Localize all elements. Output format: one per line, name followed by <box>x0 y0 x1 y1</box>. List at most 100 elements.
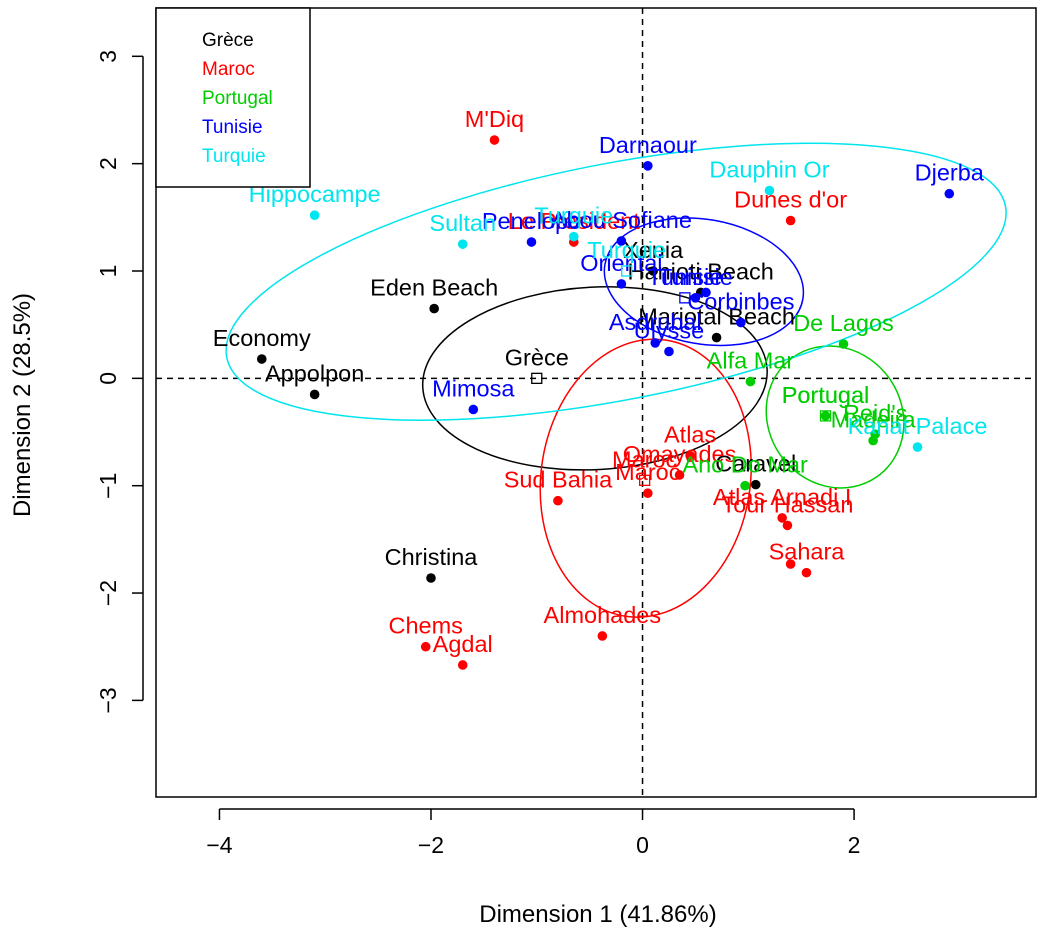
data-point <box>868 435 878 446</box>
category-centroid-marker <box>679 292 691 304</box>
point-label: Xenia <box>623 237 684 263</box>
point-label: Reid's <box>843 400 908 426</box>
x-tick-label: −2 <box>418 832 444 858</box>
data-point <box>750 479 761 490</box>
data-point <box>838 339 849 349</box>
point-label: Sud Bahia <box>504 467 613 493</box>
y-tick-label: −1 <box>95 473 121 499</box>
data-point <box>616 279 627 289</box>
point-label: Mariotal Beach <box>638 304 795 330</box>
point-label: Darnaour <box>599 132 697 158</box>
confidence-ellipse-4 <box>225 142 1007 421</box>
legend-entry: Tunisie <box>202 117 263 138</box>
point-label: Portugal <box>782 382 870 408</box>
data-point <box>736 317 746 328</box>
category-centroid-label: Turquie <box>587 237 666 263</box>
data-point <box>690 293 701 303</box>
point-label: Hanioti Beach <box>628 258 774 284</box>
data-point <box>309 210 320 220</box>
point-label: Turquie <box>534 203 613 229</box>
point-label: Caravel <box>715 451 796 477</box>
data-point <box>420 641 431 652</box>
point-label: Tour Hassan <box>721 491 853 517</box>
point-label: Atlas Arnadi I <box>713 484 851 510</box>
y-tick-label: −2 <box>95 580 121 606</box>
y-tick-label: −3 <box>95 687 121 713</box>
point-label: Ulysse <box>634 318 705 344</box>
data-point <box>429 303 439 314</box>
category-centroid-marker <box>639 474 651 486</box>
data-point <box>648 266 658 276</box>
point-label: Almohades <box>544 602 662 628</box>
point-label: Le Président <box>508 208 640 234</box>
data-point <box>785 559 796 569</box>
confidence-ellipse-1 <box>539 338 752 618</box>
data-point <box>674 470 685 480</box>
data-point <box>740 480 750 491</box>
point-label: Penelope <box>482 208 581 234</box>
legend: Grèce Maroc Portugal Tunisie Turquie <box>155 7 311 188</box>
point-label: Atlas <box>664 422 716 448</box>
data-point <box>801 567 812 578</box>
data-point <box>701 287 711 298</box>
data-point <box>457 660 468 670</box>
category-centroid-marker <box>621 265 633 277</box>
x-tick-label: 0 <box>636 832 649 858</box>
data-point <box>745 376 756 387</box>
data-point <box>764 185 775 196</box>
data-point <box>309 389 320 400</box>
category-centroid-marker <box>819 410 832 422</box>
data-point <box>685 450 695 461</box>
confidence-ellipse-0 <box>421 286 768 471</box>
plot-frame <box>155 7 1037 798</box>
y-tick-label: 2 <box>95 157 121 170</box>
data-point <box>777 513 787 523</box>
point-label: Madeira <box>831 407 917 433</box>
legend-entry: Turquie <box>202 146 266 167</box>
data-point <box>489 135 500 145</box>
data-point <box>820 411 831 421</box>
data-point <box>526 237 537 247</box>
data-point <box>426 573 436 583</box>
x-tick-label: 2 <box>848 832 861 858</box>
data-point <box>643 161 653 171</box>
data-point <box>597 631 608 641</box>
point-label: Alfa Mar <box>707 348 795 374</box>
point-label: Omayades <box>623 441 737 467</box>
y-tick-label: 0 <box>95 372 121 385</box>
legend-box <box>155 7 311 188</box>
data-point <box>650 338 661 348</box>
point-label: Economy <box>213 325 311 351</box>
legend-entry: Grèce <box>202 30 254 51</box>
point-label: Abou Sofiane <box>551 207 692 233</box>
point-label: Asdrubal <box>609 309 702 335</box>
point-label: Mimosa <box>432 375 515 401</box>
y-axis-title: Dimension 2 (28.5%) <box>9 293 36 517</box>
data-point <box>457 239 468 249</box>
x-axis-title: Dimension 1 (41.86%) <box>479 901 716 928</box>
confidence-ellipse-3 <box>603 217 805 347</box>
data-point <box>643 488 653 499</box>
data-point <box>553 495 563 506</box>
point-label: Ano Do Mar <box>682 452 808 478</box>
data-point <box>664 346 674 357</box>
axes: −4 −2 0 2 −3 −2 −1 0 1 2 3 <box>95 50 860 858</box>
data-point <box>568 231 579 242</box>
point-label: Chems <box>388 613 462 639</box>
point-label: Djerba <box>915 160 985 186</box>
point-label: Eden Beach <box>370 275 498 301</box>
point-label: Christina <box>385 544 479 570</box>
data-point <box>944 188 955 199</box>
data-point <box>912 442 923 452</box>
data-point <box>711 332 722 343</box>
category-centroid-label: Tunisie <box>647 264 722 290</box>
point-label: De Lagos <box>793 310 894 336</box>
point-label: Sahara <box>769 539 846 565</box>
data-point <box>256 354 267 364</box>
category-centroid-marker <box>531 372 543 384</box>
point-label: M'Diq <box>465 106 524 132</box>
data-point <box>785 215 796 226</box>
point-label: Dauphin Or <box>709 156 829 182</box>
data-point <box>782 520 793 531</box>
